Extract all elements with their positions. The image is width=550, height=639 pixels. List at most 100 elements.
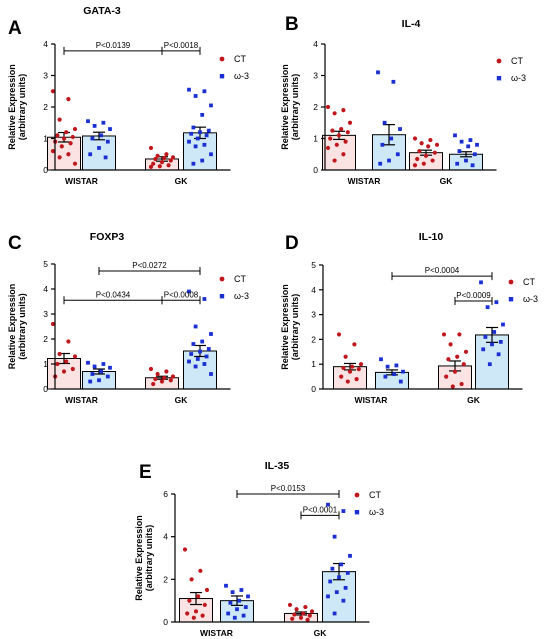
data-point (209, 332, 213, 336)
y-tick-label: 1 (311, 359, 316, 369)
data-point (446, 357, 451, 362)
data-point (204, 587, 210, 593)
data-point (455, 354, 460, 359)
data-point (70, 366, 75, 372)
x-tick-label: WISTAR (200, 628, 233, 638)
data-point (472, 152, 477, 157)
data-point (380, 142, 385, 147)
y-tick-label: 4 (311, 285, 316, 295)
x-tick-label: GK (440, 176, 454, 186)
data-point (187, 598, 192, 603)
data-point (226, 611, 231, 616)
data-point (498, 339, 503, 344)
data-point (328, 579, 333, 584)
y-tick-label: 2 (163, 574, 168, 584)
data-point (202, 602, 207, 608)
panel-letter: C (8, 233, 22, 254)
data-point (341, 365, 346, 371)
panel-title: GATA-3 (83, 5, 121, 17)
data-point (235, 607, 239, 612)
data-point (200, 112, 205, 117)
data-point (61, 136, 67, 141)
p-value-label: P<0.0009 (456, 291, 491, 300)
legend-marker-ct (496, 58, 502, 64)
panel-letter: D (285, 233, 299, 254)
y-axis-units: (arbitrary units) (144, 525, 154, 592)
legend-marker-ct (354, 492, 360, 498)
data-point (153, 156, 158, 162)
data-point (66, 97, 71, 102)
panel-b: B IL-4 Relative Expression (arbitrary units… (280, 14, 526, 186)
data-point (193, 324, 198, 329)
y-axis-units: (arbitrary units) (17, 293, 27, 360)
data-point (166, 163, 171, 168)
data-point (148, 145, 154, 151)
legend-label-ct: CT (234, 274, 246, 284)
data-point (191, 615, 196, 620)
legend-marker-omega (508, 297, 514, 302)
data-point (243, 605, 248, 609)
legend-marker-omega (354, 510, 360, 515)
data-point (455, 161, 460, 166)
y-tick-label: 2 (43, 334, 48, 344)
data-point (356, 367, 361, 372)
y-tick-label: 2 (311, 334, 316, 344)
data-point (189, 577, 194, 582)
data-point (394, 363, 399, 368)
data-point (398, 127, 402, 131)
data-point (343, 354, 348, 359)
y-tick-label: 0 (163, 617, 168, 627)
legend-marker-ct (508, 279, 514, 285)
data-point (50, 89, 56, 94)
data-point (305, 617, 310, 622)
data-point (66, 339, 71, 344)
y-tick-label: 2 (313, 102, 318, 112)
data-point (339, 126, 344, 132)
data-point (336, 133, 342, 138)
data-point (341, 509, 346, 513)
bar (183, 350, 217, 390)
data-point (86, 360, 90, 365)
p-value-label: P<0.0139 (96, 41, 131, 50)
data-point (464, 158, 468, 163)
bar (47, 136, 81, 171)
data-point (70, 134, 75, 140)
data-point (325, 104, 331, 110)
bar (322, 134, 356, 171)
data-point (151, 161, 156, 166)
data-point (490, 342, 494, 347)
data-point (421, 161, 426, 166)
data-point (202, 142, 207, 147)
data-point (352, 342, 357, 347)
data-point (99, 369, 104, 374)
panel-letter: A (8, 18, 22, 39)
data-point (453, 133, 457, 138)
data-point (496, 352, 501, 357)
data-point (341, 152, 346, 157)
data-point (475, 142, 479, 147)
data-point (86, 119, 90, 124)
data-point (198, 349, 202, 354)
data-point (209, 103, 213, 108)
data-point (389, 136, 394, 141)
data-point (193, 94, 198, 98)
data-point (432, 150, 437, 155)
data-point (339, 374, 344, 379)
data-point (326, 502, 330, 507)
data-point (461, 362, 466, 367)
legend-marker-omega (496, 76, 502, 81)
data-point (187, 359, 191, 364)
data-point (326, 594, 330, 599)
data-point (66, 152, 71, 157)
data-point (494, 300, 499, 305)
data-point (193, 144, 198, 149)
data-point (325, 145, 331, 151)
data-point (246, 594, 250, 599)
data-point (307, 613, 312, 618)
data-point (157, 164, 162, 169)
data-point (459, 381, 464, 387)
data-point (468, 138, 473, 142)
data-point (72, 354, 78, 359)
legend-marker-omega (219, 294, 225, 299)
data-point (341, 598, 346, 603)
